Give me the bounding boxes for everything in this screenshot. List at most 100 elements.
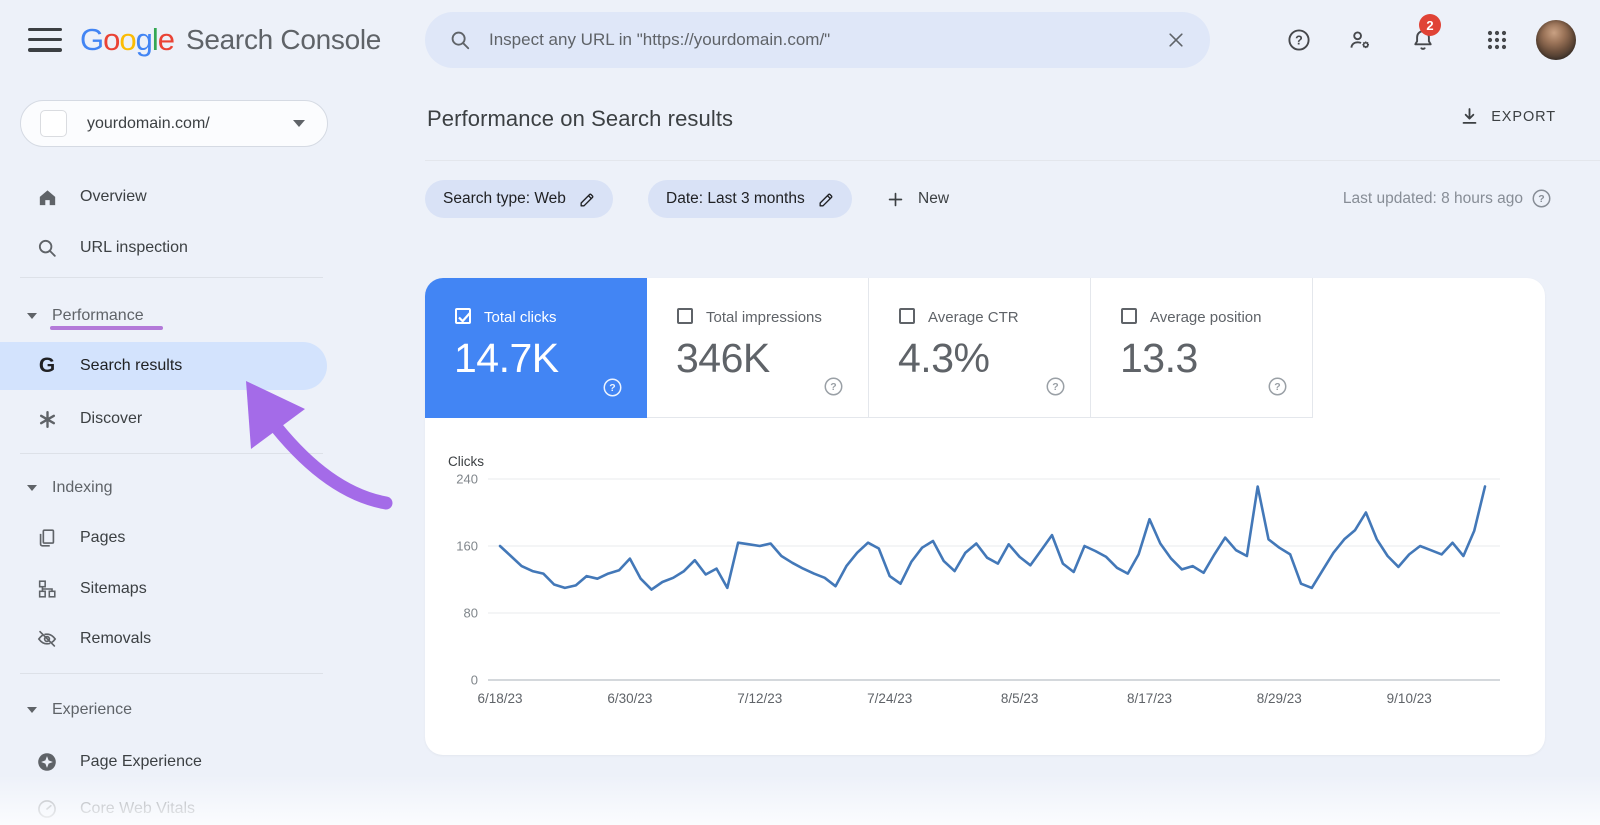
chevron-down-icon — [27, 707, 37, 713]
property-selector[interactable]: yourdomain.com/ — [20, 100, 328, 147]
property-favicon — [40, 110, 67, 137]
checkbox-total-impressions[interactable] — [677, 308, 693, 324]
manage-users-icon[interactable] — [1348, 28, 1372, 52]
edit-pencil-icon — [580, 193, 594, 207]
svg-text:160: 160 — [456, 539, 478, 554]
sidebar-item-search-results[interactable]: G Search results — [0, 342, 327, 390]
magnifier-icon — [35, 236, 59, 260]
checkbox-average-position[interactable] — [1121, 308, 1137, 324]
sidebar-item-sitemaps[interactable]: Sitemaps — [0, 567, 327, 611]
metric-card-1[interactable]: Total impressions 346K ? — [647, 278, 869, 418]
export-button[interactable]: EXPORT — [1459, 106, 1556, 127]
google-g-icon: G — [38, 354, 56, 377]
performance-underline — [50, 326, 163, 330]
svg-text:9/10/23: 9/10/23 — [1387, 691, 1432, 706]
divider — [425, 160, 1600, 161]
divider — [20, 277, 323, 278]
report-panel: Total clicks 14.7K ? Total impressions 3… — [425, 278, 1545, 755]
filter-chip-search-type[interactable]: Search type: Web — [425, 180, 613, 218]
chevron-down-icon — [293, 120, 305, 127]
home-icon — [35, 185, 59, 209]
svg-text:7/12/23: 7/12/23 — [737, 691, 782, 706]
svg-text:8/5/23: 8/5/23 — [1001, 691, 1039, 706]
edit-pencil-icon — [819, 193, 833, 207]
google-logo: Google — [80, 22, 175, 57]
notification-badge[interactable]: 2 — [1419, 14, 1441, 36]
sidebar-item-pages[interactable]: Pages — [0, 516, 327, 560]
metric-card-3[interactable]: Average position 13.3 ? — [1091, 278, 1313, 418]
svg-text:0: 0 — [471, 673, 478, 688]
divider — [20, 673, 323, 674]
svg-text:?: ? — [1274, 381, 1280, 393]
divider — [20, 453, 323, 454]
chevron-down-icon — [27, 313, 37, 319]
svg-text:?: ? — [1052, 381, 1058, 393]
svg-text:?: ? — [1295, 33, 1303, 47]
section-indexing[interactable]: Indexing — [0, 471, 327, 505]
help-icon[interactable]: ? — [1267, 376, 1288, 397]
svg-text:?: ? — [1538, 193, 1544, 205]
help-icon[interactable]: ? — [1531, 188, 1552, 209]
property-name: yourdomain.com/ — [87, 114, 210, 132]
star-circle-icon — [35, 750, 59, 774]
svg-text:Clicks: Clicks — [448, 454, 484, 469]
svg-text:8/29/23: 8/29/23 — [1257, 691, 1302, 706]
sidebar-item-discover[interactable]: Discover — [0, 397, 327, 441]
section-experience[interactable]: Experience — [0, 693, 327, 727]
svg-text:240: 240 — [456, 472, 478, 487]
svg-text:?: ? — [609, 382, 615, 394]
sidebar-item-url-inspection[interactable]: URL inspection — [0, 226, 327, 270]
search-icon — [451, 31, 470, 50]
metric-card-0[interactable]: Total clicks 14.7K ? — [425, 278, 647, 418]
help-icon[interactable]: ? — [602, 377, 623, 398]
plus-icon — [888, 192, 903, 206]
card-label: Average CTR — [928, 309, 1019, 326]
asterisk-icon — [35, 407, 59, 431]
card-value: 13.3 — [1120, 335, 1198, 381]
filter-chip-date[interactable]: Date: Last 3 months — [648, 180, 852, 218]
card-value: 14.7K — [454, 335, 559, 381]
eye-off-icon — [35, 627, 59, 651]
help-icon[interactable]: ? — [823, 376, 844, 397]
pages-icon — [35, 526, 59, 550]
page-title: Performance on Search results — [427, 106, 734, 131]
download-icon — [1462, 108, 1477, 124]
last-updated: Last updated: 8 hours ago ? — [1343, 188, 1552, 209]
section-performance[interactable]: Performance — [0, 299, 327, 333]
sitemap-tree-icon — [35, 577, 59, 601]
svg-text:?: ? — [830, 381, 836, 393]
checkbox-total-clicks[interactable] — [455, 308, 471, 324]
menu-icon[interactable] — [28, 28, 62, 52]
svg-text:80: 80 — [464, 606, 478, 621]
card-label: Average position — [1150, 309, 1262, 326]
chevron-down-icon — [27, 485, 37, 491]
card-label: Total impressions — [706, 309, 822, 326]
app-name: Search Console — [186, 24, 382, 55]
card-value: 346K — [676, 335, 770, 381]
svg-text:7/24/23: 7/24/23 — [867, 691, 912, 706]
help-icon[interactable]: ? — [1287, 28, 1311, 52]
top-bar: Google Search Console ? 2 — [0, 0, 1600, 80]
card-label: Total clicks — [484, 309, 557, 326]
new-filter-button[interactable]: New — [886, 180, 949, 218]
sidebar-item-overview[interactable]: Overview — [0, 175, 327, 219]
card-value: 4.3% — [898, 335, 990, 381]
svg-text:6/30/23: 6/30/23 — [607, 691, 652, 706]
metric-card-2[interactable]: Average CTR 4.3% ? — [869, 278, 1091, 418]
sidebar-item-core-web-vitals[interactable]: Core Web Vitals — [0, 787, 327, 825]
url-inspect-input[interactable] — [489, 30, 1150, 50]
gauge-icon — [35, 797, 59, 821]
help-icon[interactable]: ? — [1045, 376, 1066, 397]
app-logo[interactable]: Google Search Console — [80, 0, 381, 80]
apps-grid-icon[interactable] — [1485, 28, 1509, 52]
svg-text:8/17/23: 8/17/23 — [1127, 691, 1172, 706]
sidebar-item-removals[interactable]: Removals — [0, 617, 327, 661]
close-icon[interactable] — [1166, 30, 1186, 50]
checkbox-average-ctr[interactable] — [899, 308, 915, 324]
clicks-line-chart[interactable]: Clicks 240 160 80 0 6/18/23 6/30/23 7/12/23 7/24… — [425, 430, 1545, 755]
url-inspect-searchbar[interactable] — [425, 12, 1210, 68]
sidebar-item-page-experience[interactable]: Page Experience — [0, 740, 327, 784]
account-avatar[interactable] — [1536, 20, 1576, 60]
svg-text:6/18/23: 6/18/23 — [477, 691, 522, 706]
